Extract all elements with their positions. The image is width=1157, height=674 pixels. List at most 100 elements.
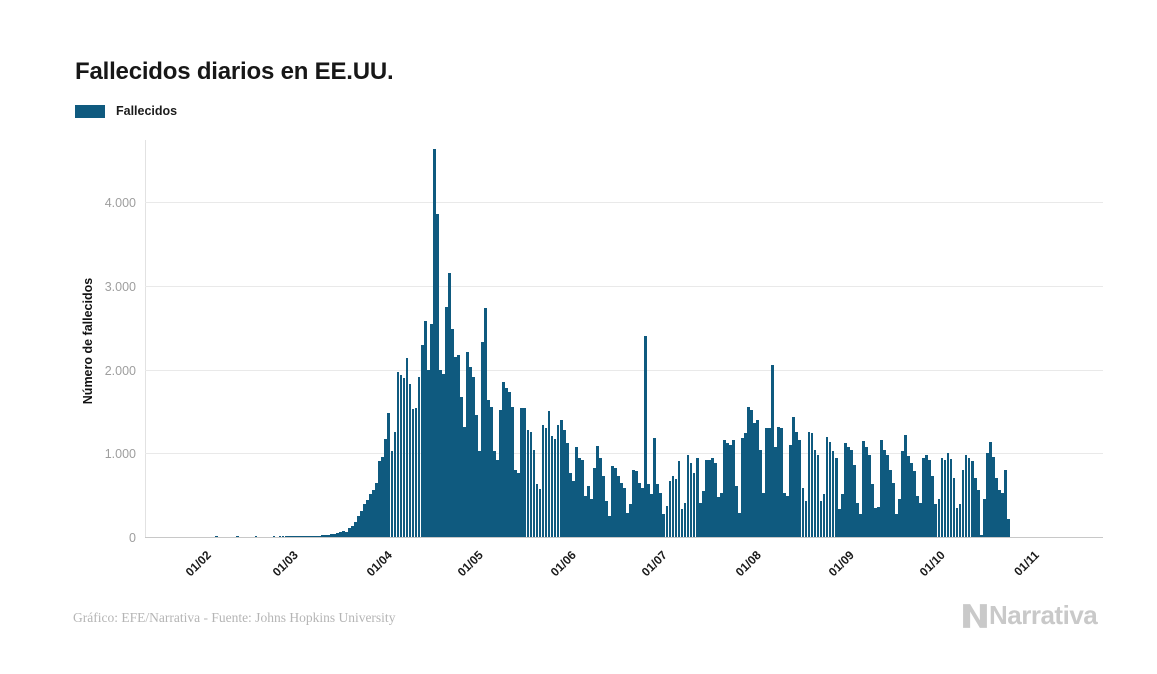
bar [538,489,542,537]
bar [336,533,339,537]
bar [475,414,478,537]
bar [472,377,475,537]
bar [807,431,811,537]
bar [928,459,932,537]
bar [674,479,678,537]
bar [798,439,802,537]
bar [450,328,454,537]
bar [985,452,989,537]
bar [804,501,808,537]
bar [517,472,521,537]
bar [556,424,560,537]
bar [399,374,403,537]
bar [623,487,626,537]
bar [384,439,388,537]
bar [943,460,947,537]
legend-swatch-fallecidos [75,104,105,118]
source-credit: Gráfico: EFE/Narrativa - Fuente: Johns H… [73,610,396,625]
bar [874,507,877,537]
bar [883,449,886,537]
bar [596,446,599,537]
bar [898,499,901,537]
bar [378,460,382,537]
bar [919,502,923,537]
bar [457,354,460,537]
bar [771,365,775,537]
bar [816,454,820,537]
bar [281,536,285,537]
bar [934,504,938,537]
bar [423,321,427,537]
gridline-2000 [145,369,1103,371]
bar [438,370,442,537]
bar [441,373,445,537]
bar [916,496,920,537]
bar [880,439,883,537]
bar [728,444,732,537]
bar [719,492,723,537]
bar [544,428,548,537]
y-tick-label-0: 0 [129,531,136,545]
bar [408,383,412,537]
bar [979,534,983,537]
bar [877,506,880,537]
y-tick-label-1000: 1.000 [104,447,136,462]
bar [689,462,693,537]
bar [901,451,904,537]
bar [608,515,611,537]
bar [735,485,738,537]
bar [571,480,575,537]
bar [1000,492,1004,537]
bar [550,435,554,537]
bar [302,536,306,537]
bar [946,452,950,537]
bar [677,461,681,537]
bar [861,440,865,537]
bar [704,459,708,537]
bar [904,434,908,537]
bar [680,509,684,537]
bar [629,504,633,537]
bar [713,462,717,537]
bar [837,509,841,537]
bar [417,376,421,537]
bar [453,356,457,537]
bar [756,419,759,537]
bar [683,502,687,537]
bar [786,496,790,537]
x-tick-label-01-06: 01/06 [548,548,580,580]
bar [215,536,218,537]
bar [638,482,642,537]
bar [532,449,536,537]
bar [659,492,663,537]
bar [293,536,297,537]
x-axis-line [145,537,1103,538]
bar [671,475,675,537]
bar [852,464,856,537]
bar [611,466,614,537]
bar [813,449,817,537]
bar [889,469,892,537]
bar [559,419,563,537]
bar [994,478,998,537]
bar [940,457,944,537]
bar [287,536,291,537]
bar [254,536,258,537]
bar [305,536,309,537]
bar [375,483,379,537]
bar [523,408,527,537]
bar [547,411,551,537]
bar [393,431,397,537]
bar [913,470,917,537]
bar [348,527,351,537]
bar [931,476,935,537]
bar [580,459,584,537]
bar [432,148,436,537]
bar [568,472,572,537]
bar [867,454,871,537]
bar [759,449,762,537]
bar [789,444,793,537]
bar [469,367,472,537]
bar [895,513,898,537]
bar [997,490,1001,537]
